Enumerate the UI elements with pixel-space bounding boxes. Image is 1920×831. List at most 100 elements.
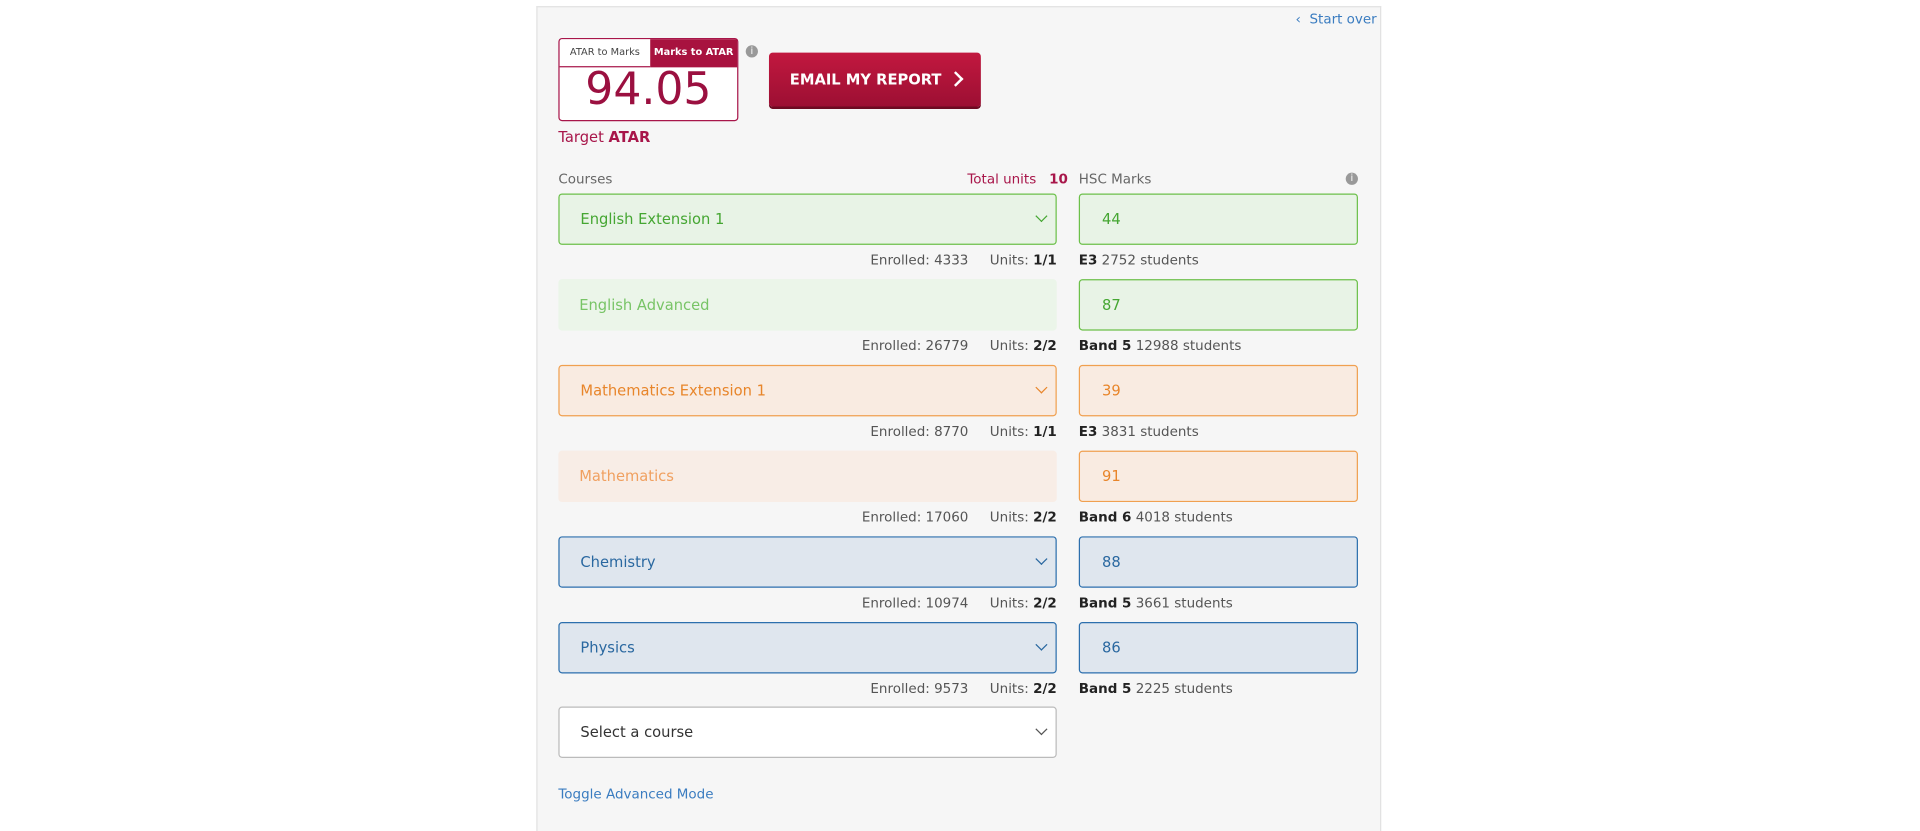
enrolled-label: Enrolled: <box>861 509 922 526</box>
band-info: Band 5 12988 students <box>1079 338 1242 354</box>
chevron <box>1035 210 1048 223</box>
course-info: Enrolled: 9573 Units: 2/2 <box>870 681 1056 697</box>
total-units-label: Total units <box>967 171 1037 188</box>
band: E3 <box>1078 252 1098 269</box>
chevron <box>1035 381 1048 394</box>
course-box[interactable]: Chemistry <box>558 536 1057 588</box>
mark-input[interactable]: 44 <box>1078 193 1358 245</box>
enrolled-label: Enrolled: <box>861 337 922 354</box>
students: 12988 students <box>1135 337 1242 354</box>
target-text: Target <box>558 128 604 146</box>
band-info: Band 6 4018 students <box>1079 509 1233 525</box>
units-label: Units: <box>989 680 1029 697</box>
mark-input[interactable]: 39 <box>1078 364 1358 417</box>
enrolled-value: 17060 <box>925 509 969 526</box>
course-box[interactable]: Mathematics Extension 1 <box>558 364 1057 417</box>
atar-value: 94.05 <box>585 64 712 116</box>
course-name[interactable]: Mathematics Extension 1 <box>580 382 766 400</box>
enrolled-value: 9573 <box>934 680 969 697</box>
course-name: Mathematics <box>579 467 674 485</box>
total-units: Total units 10 <box>967 171 1067 187</box>
email-text[interactable]: EMAIL MY REPORT <box>789 71 942 89</box>
course-box[interactable]: English Extension 1 <box>558 193 1057 245</box>
course-box: Mathematics <box>558 450 1057 503</box>
course-name: English Advanced <box>579 296 710 314</box>
mark-value[interactable]: 44 <box>1102 210 1121 228</box>
students: 2225 students <box>1135 680 1233 697</box>
course-name[interactable]: English Extension 1 <box>580 210 725 228</box>
toggle-option[interactable]: Marks to ATAR <box>650 39 738 68</box>
panel <box>536 6 1382 831</box>
band-info: Band 5 2225 students <box>1079 681 1233 697</box>
total-units-value: 10 <box>1049 171 1068 188</box>
students: 3831 students <box>1101 423 1199 440</box>
course-info: Enrolled: 26779 Units: 2/2 <box>862 338 1057 354</box>
target-label: Target ATAR <box>558 129 650 146</box>
course-info: Enrolled: 4333 Units: 1/1 <box>870 252 1056 268</box>
mark-value[interactable]: 88 <box>1102 553 1121 571</box>
mark-value[interactable]: 87 <box>1102 296 1121 314</box>
course-info: Enrolled: 10974 Units: 2/2 <box>862 595 1057 611</box>
units-value: 2/2 <box>1033 509 1057 526</box>
units-value: 1/1 <box>1033 423 1057 440</box>
toggle-advanced[interactable]: Toggle Advanced Mode <box>558 786 714 803</box>
start-over-text[interactable]: Start over <box>1309 11 1377 27</box>
course-info: Enrolled: 8770 Units: 1/1 <box>870 424 1056 440</box>
course-box: English Advanced <box>558 279 1057 331</box>
units-value: 2/2 <box>1033 680 1057 697</box>
students: 2752 students <box>1101 252 1199 269</box>
band-info: E3 2752 students <box>1079 252 1199 268</box>
toggle-option[interactable]: ATAR to Marks <box>559 39 651 68</box>
info-icon[interactable]: i <box>1345 172 1358 185</box>
band: Band 6 <box>1078 509 1132 526</box>
info-icon[interactable]: i <box>745 45 758 58</box>
band: Band 5 <box>1078 680 1132 697</box>
enrolled-value: 4333 <box>934 252 969 269</box>
mark-value[interactable]: 91 <box>1102 467 1121 485</box>
course-select[interactable]: Select a course <box>558 706 1057 758</box>
mark-input[interactable]: 88 <box>1078 536 1358 588</box>
course-box[interactable]: Physics <box>558 622 1057 674</box>
students: 3661 students <box>1135 595 1233 612</box>
target-atar: ATAR <box>608 128 651 146</box>
band: Band 5 <box>1078 337 1132 354</box>
units-label: Units: <box>989 509 1029 526</box>
enrolled-value: 26779 <box>925 337 969 354</box>
enrolled-label: Enrolled: <box>870 423 930 440</box>
course-name[interactable]: Physics <box>580 639 635 657</box>
units-label: Units: <box>989 423 1029 440</box>
mark-input[interactable]: 86 <box>1078 622 1358 674</box>
units-value: 1/1 <box>1033 252 1057 269</box>
mark-input[interactable]: 91 <box>1078 450 1358 503</box>
course-name[interactable]: Chemistry <box>580 553 656 571</box>
enrolled-label: Enrolled: <box>870 680 930 697</box>
enrolled-label: Enrolled: <box>861 595 922 612</box>
email-button[interactable]: EMAIL MY REPORT <box>768 52 981 107</box>
marks-label: HSC Marks <box>1078 171 1152 188</box>
start-over[interactable]: ‹ Start over <box>1295 11 1377 27</box>
enrolled-value: 8770 <box>934 423 969 440</box>
enrolled-label: Enrolled: <box>870 252 930 269</box>
courses-label: Courses <box>558 171 613 188</box>
students: 4018 students <box>1135 509 1233 526</box>
atar-card: ATAR to Marks Marks to ATAR 94.05 <box>558 37 739 122</box>
mark-value[interactable]: 39 <box>1102 382 1121 400</box>
band: E3 <box>1078 423 1098 440</box>
chevron <box>1035 638 1048 651</box>
units-label: Units: <box>989 252 1029 269</box>
chevron <box>1035 552 1048 566</box>
course-select-text[interactable]: Select a course <box>580 723 694 741</box>
units-value: 2/2 <box>1033 595 1057 612</box>
band-info: E3 3831 students <box>1079 424 1199 440</box>
mark-value[interactable]: 86 <box>1102 639 1121 657</box>
band-info: Band 5 3661 students <box>1079 595 1233 611</box>
mark-input[interactable]: 87 <box>1078 279 1358 331</box>
enrolled-value: 10974 <box>925 595 969 612</box>
band: Band 5 <box>1078 595 1132 612</box>
chevron <box>1035 723 1048 736</box>
units-label: Units: <box>989 337 1029 354</box>
course-info: Enrolled: 17060 Units: 2/2 <box>862 509 1057 525</box>
units-value: 2/2 <box>1033 337 1057 354</box>
